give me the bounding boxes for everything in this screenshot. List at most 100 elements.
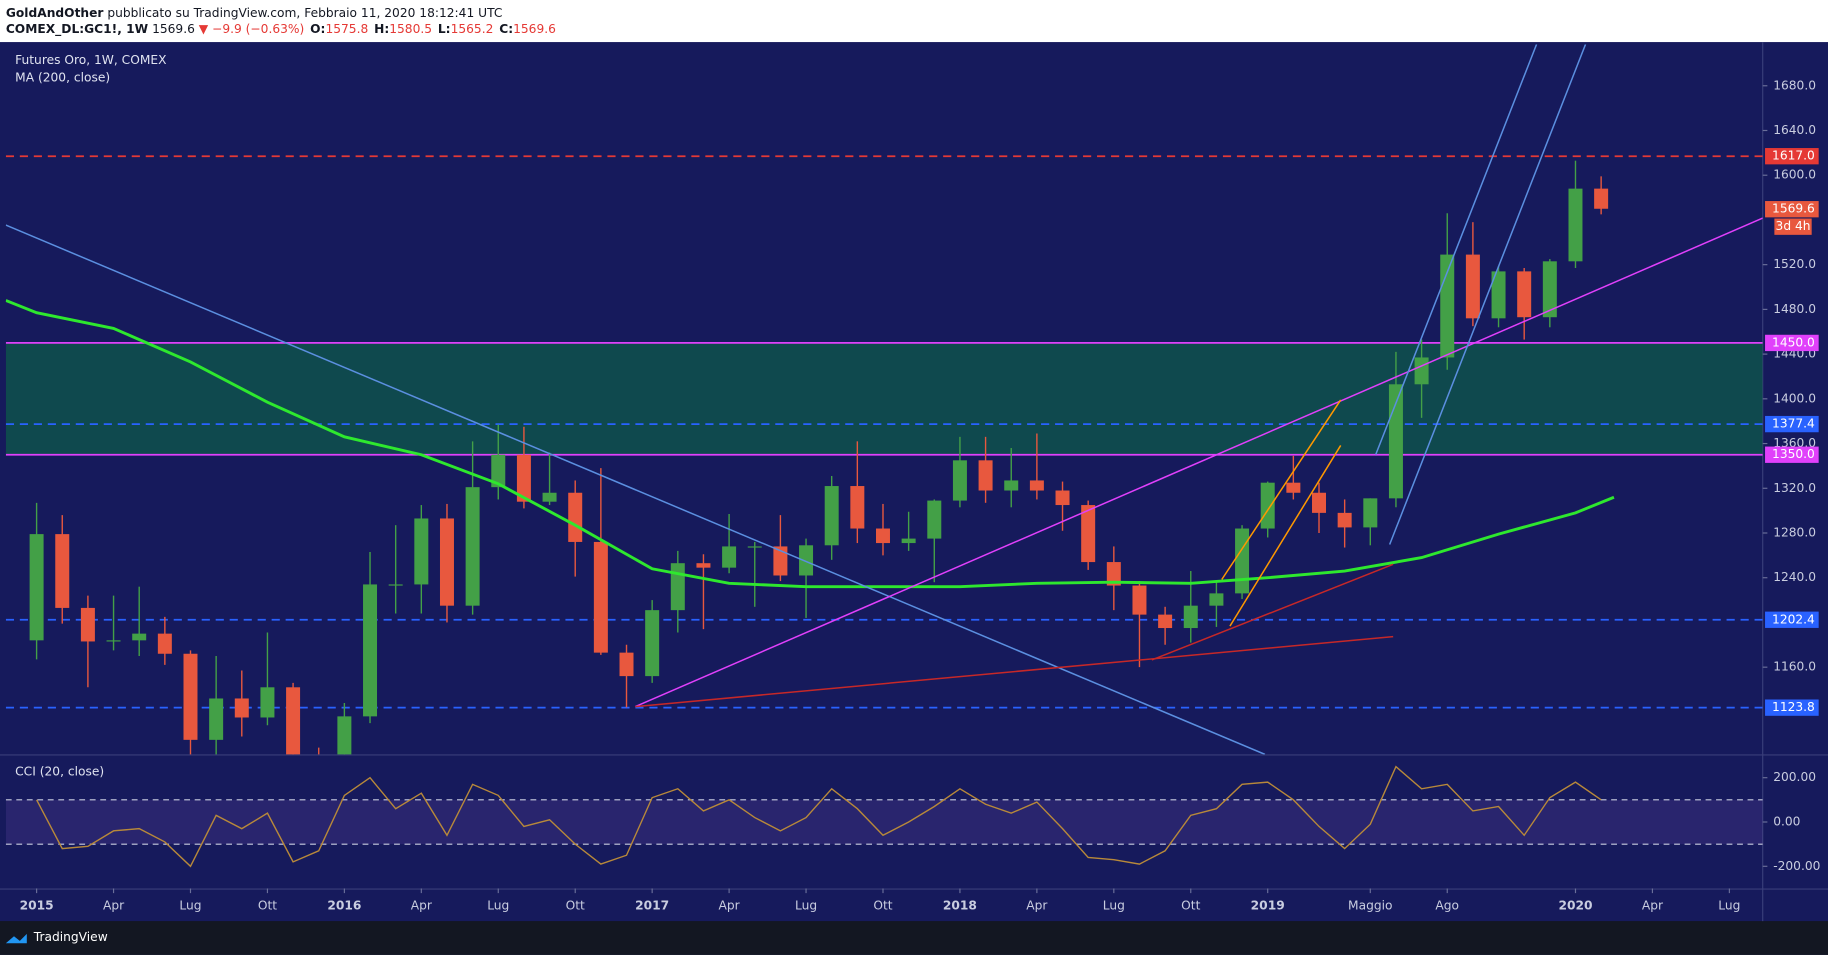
candle-body — [1081, 505, 1096, 563]
candle-body — [363, 584, 378, 717]
x-tick-label: Ago — [1435, 898, 1459, 912]
candle-body — [542, 492, 557, 502]
candle-body — [696, 563, 711, 568]
ohlc-value: 1565.2 — [451, 22, 494, 36]
candle-body — [799, 545, 814, 576]
candle-body — [1132, 585, 1147, 615]
legend-ma: MA (200, close) — [15, 71, 110, 85]
x-tick-label: Apr — [103, 898, 125, 912]
candle-body — [286, 687, 301, 755]
channel-line — [1229, 445, 1342, 627]
x-tick-label: Lug — [795, 898, 817, 912]
candle-body — [1440, 254, 1455, 358]
level-label: 1202.4 — [1772, 612, 1815, 626]
candle-body — [80, 607, 95, 642]
level-badge — [1765, 415, 1819, 433]
trendline — [1151, 563, 1394, 661]
x-tick-label: Lug — [487, 898, 509, 912]
channel-line — [1374, 44, 1538, 456]
level-label: 1123.8 — [1772, 700, 1815, 714]
x-tick-label: Ott — [1181, 898, 1200, 912]
y-tick-label: 1480.0 — [1773, 302, 1816, 316]
candle-body — [439, 518, 454, 606]
ohlc-label: O: — [310, 22, 325, 36]
candle-body — [850, 486, 865, 529]
header-line2: COMEX_DL:GC1!, 1W 1569.6 ▼ −9.9 (−0.63%)… — [6, 22, 556, 37]
candle-body — [1568, 188, 1583, 262]
level-badge — [1765, 611, 1819, 628]
x-tick-label: Apr — [411, 898, 433, 912]
candle-body — [1594, 188, 1609, 209]
y-tick-label: 1360.0 — [1773, 436, 1816, 450]
chart-bg — [0, 42, 1828, 955]
candle-body — [516, 454, 531, 502]
y-tick-label: 1640.0 — [1773, 123, 1816, 137]
candle-body — [619, 652, 634, 677]
candle-body — [388, 584, 403, 586]
candle-body — [1029, 480, 1044, 491]
publisher: GoldAndOther — [6, 5, 104, 19]
level-badge — [1765, 699, 1819, 716]
cci-title: CCI (20, close) — [15, 764, 104, 778]
trendline — [635, 217, 1763, 708]
x-tick-label: 2018 — [943, 898, 977, 912]
footer-bg — [0, 921, 1828, 955]
ohlc: O:1575.8 H:1580.5 L:1565.2 C:1569.6 — [310, 22, 556, 36]
zone — [5, 342, 1763, 455]
candle-body — [593, 541, 608, 653]
candle-body — [465, 487, 480, 606]
x-tick-label: Ott — [258, 898, 277, 912]
candle-body — [29, 534, 44, 641]
candle-body — [978, 460, 993, 491]
level-label: 1450.0 — [1772, 335, 1815, 349]
candle-body — [1414, 357, 1429, 385]
ohlc-label: L: — [438, 22, 451, 36]
x-tick-label: Lug — [179, 898, 201, 912]
candle-body — [1004, 480, 1019, 491]
ohlc-value: 1569.6 — [513, 22, 556, 36]
candle-body — [927, 500, 942, 539]
ohlc-value: 1580.5 — [389, 22, 432, 36]
cci-pane — [5, 765, 1763, 868]
candle-body — [1337, 512, 1352, 528]
x-tick-label: Lug — [1103, 898, 1125, 912]
published: pubblicato su TradingView.com, Febbraio … — [107, 5, 502, 19]
y-tick-label: 1680.0 — [1773, 78, 1816, 92]
header-line1: GoldAndOther pubblicato su TradingView.c… — [6, 5, 503, 19]
candle-body — [747, 546, 762, 548]
candle-body — [1183, 605, 1198, 629]
ohlc-label: C: — [499, 22, 513, 36]
level-label: 1377.4 — [1772, 417, 1815, 431]
x-tick-label: 2016 — [327, 898, 361, 912]
countdown-badge — [1774, 218, 1812, 235]
price-pane — [5, 155, 1763, 755]
candle-body — [952, 460, 967, 501]
candle-body — [55, 534, 70, 608]
y-tick-label: 1400.0 — [1773, 391, 1816, 405]
x-tick-label: Apr — [1026, 898, 1048, 912]
header-bg — [0, 0, 1828, 43]
level-label: 1617.0 — [1772, 149, 1815, 163]
candle-body — [1158, 614, 1173, 629]
chart-title: Futures Oro, 1W, COMEX — [15, 53, 166, 67]
y-tick-label: 0.00 — [1773, 814, 1800, 828]
candle-body — [1235, 528, 1250, 594]
y-tick-label: -200.00 — [1773, 859, 1820, 873]
level-badge — [1765, 148, 1819, 165]
last-price-badge — [1765, 201, 1819, 218]
candle-body — [106, 640, 121, 642]
ohlc-label: H: — [374, 22, 389, 36]
y-tick-label: 1600.0 — [1773, 168, 1816, 182]
cci-line — [35, 765, 1602, 868]
candle-body — [722, 546, 737, 568]
ma-line — [5, 299, 1615, 589]
candle-body — [337, 716, 352, 755]
candle-body — [1363, 498, 1378, 528]
y-tick-label: 200.00 — [1773, 770, 1816, 784]
x-tick-label: 2017 — [635, 898, 669, 912]
candle-body — [1312, 492, 1326, 513]
trendline — [635, 635, 1394, 708]
last-price-label: 1569.6 — [1772, 202, 1815, 216]
x-tick-label: 2015 — [20, 898, 54, 912]
